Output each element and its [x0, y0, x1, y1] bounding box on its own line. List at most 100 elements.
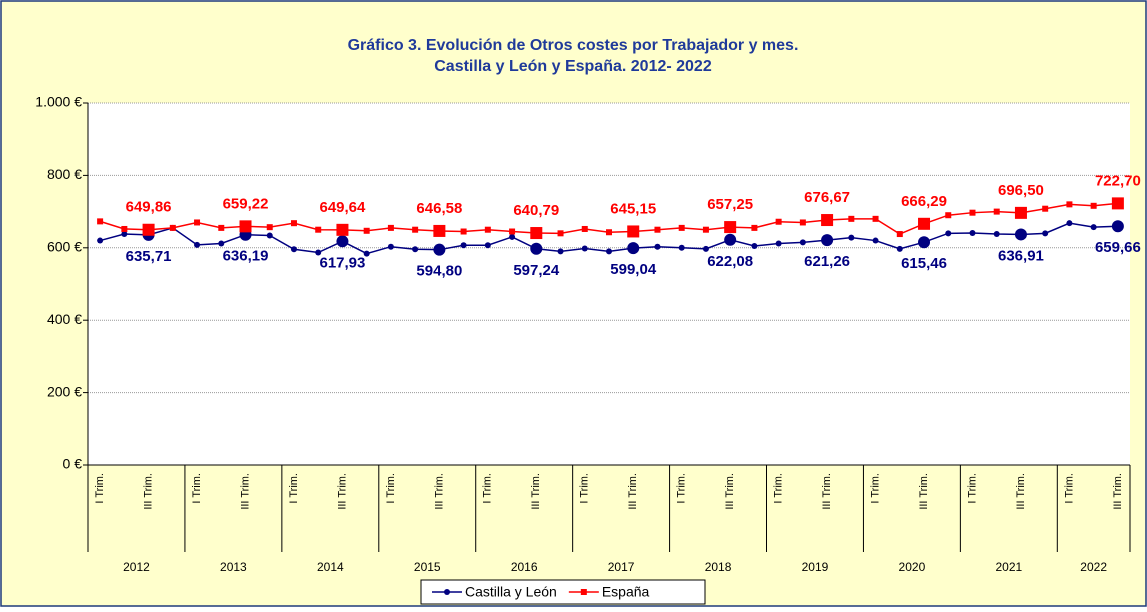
x-tick-label: I Trim.: [773, 473, 785, 504]
x-tick-label: I Trim.: [579, 473, 591, 504]
x-tick-label: III Trim.: [142, 473, 154, 510]
x-tick-label: III Trim.: [821, 473, 833, 510]
point: [460, 228, 467, 235]
point: [724, 233, 737, 246]
point: [775, 240, 782, 247]
point: [266, 232, 273, 239]
data-label: 676,67: [804, 189, 850, 206]
y-tick-label: 0 €: [63, 456, 83, 472]
x-tick-label: III Trim.: [239, 473, 251, 510]
point: [1042, 205, 1049, 212]
data-label: 666,29: [901, 193, 947, 210]
legend-label: España: [602, 584, 650, 600]
point: [702, 226, 709, 233]
data-label: 649,64: [319, 199, 366, 216]
data-label: 635,71: [126, 248, 172, 265]
point: [775, 218, 782, 225]
y-tick-label: 400 €: [47, 311, 82, 327]
x-tick-label: III Trim.: [1015, 473, 1027, 510]
point: [121, 231, 128, 238]
point: [194, 219, 201, 226]
x-tick-label: III Trim.: [433, 473, 445, 510]
point: [848, 215, 855, 222]
point: [918, 217, 931, 230]
point: [239, 220, 252, 233]
point: [1090, 224, 1097, 231]
data-label: 645,15: [610, 200, 656, 217]
point: [678, 244, 685, 251]
year-label: 2013: [220, 560, 247, 574]
x-tick-label: III Trim.: [918, 473, 930, 510]
year-label: 2018: [705, 560, 732, 574]
point: [654, 226, 661, 233]
chart-subtitle: Castilla y León y España. 2012- 2022: [434, 58, 712, 75]
point: [702, 245, 709, 252]
x-tick-label: I Trim.: [94, 473, 106, 504]
year-label: 2021: [995, 560, 1022, 574]
point: [945, 212, 952, 219]
data-label: 659,22: [223, 195, 269, 212]
point: [606, 248, 612, 255]
point: [751, 224, 758, 231]
data-label: 722,70: [1095, 172, 1141, 189]
x-tick-label: I Trim.: [869, 473, 881, 504]
point: [945, 230, 952, 237]
point: [969, 209, 976, 216]
x-tick-label: I Trim.: [1063, 473, 1075, 504]
point: [433, 224, 446, 237]
point: [530, 242, 543, 255]
x-tick-label: III Trim.: [627, 473, 639, 510]
plot-area: [88, 103, 1130, 465]
point: [1014, 206, 1027, 219]
point: [799, 239, 806, 246]
point: [993, 208, 1000, 215]
data-label: 696,50: [998, 182, 1044, 199]
legend: [420, 579, 706, 605]
year-label: 2015: [414, 560, 441, 574]
legend-marker: [580, 589, 587, 595]
point: [290, 220, 297, 227]
year-label: 2017: [608, 560, 635, 574]
x-tick-label: III Trim.: [1112, 473, 1124, 510]
data-label: 615,46: [901, 255, 947, 272]
y-tick-label: 600 €: [47, 239, 82, 255]
x-tick-label: I Trim.: [966, 473, 978, 504]
point: [993, 231, 1000, 238]
data-label: 649,86: [126, 199, 172, 216]
point: [1066, 201, 1073, 208]
point: [627, 225, 640, 238]
point: [821, 214, 834, 227]
y-tick-label: 200 €: [47, 383, 82, 399]
x-tick-label: I Trim.: [191, 473, 203, 504]
data-label: 621,26: [804, 253, 850, 270]
point: [918, 236, 931, 249]
data-label: 597,24: [513, 262, 560, 279]
point: [194, 241, 201, 248]
year-label: 2020: [899, 560, 926, 574]
point: [896, 231, 903, 238]
data-label: 594,80: [416, 263, 462, 280]
point: [606, 229, 612, 236]
legend-label: Castilla y León: [465, 584, 557, 600]
data-label: 599,04: [610, 261, 657, 278]
point: [315, 226, 322, 233]
point: [336, 235, 349, 248]
point: [218, 224, 225, 231]
data-label: 617,93: [319, 254, 365, 271]
point: [1111, 197, 1124, 210]
year-label: 2016: [511, 560, 538, 574]
x-tick-label: III Trim.: [336, 473, 348, 510]
point: [121, 225, 128, 232]
year-label: 2019: [802, 560, 829, 574]
point: [896, 245, 903, 252]
point: [97, 218, 104, 225]
point: [484, 242, 491, 249]
y-tick-label: 1.000 €: [35, 94, 82, 110]
point: [218, 240, 225, 247]
point: [363, 227, 370, 234]
x-tick-label: I Trim.: [676, 473, 688, 504]
point: [1042, 230, 1049, 237]
point: [872, 237, 879, 244]
point: [848, 234, 855, 241]
